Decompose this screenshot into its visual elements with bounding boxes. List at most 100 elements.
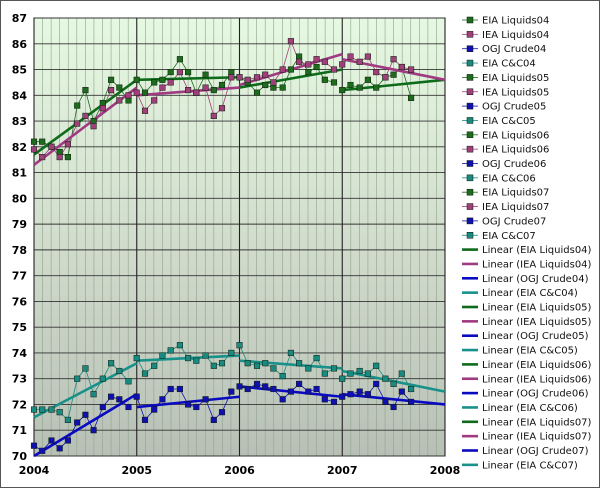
legend-swatch-marker — [466, 102, 474, 110]
legend-label: Linear (OGJ Crude07) — [482, 446, 589, 457]
marker-iea-liquids07 — [339, 61, 346, 68]
marker-iea-liquids06 — [305, 61, 312, 68]
marker-eia-liquids04 — [90, 118, 97, 125]
marker-ogj-crude07 — [398, 388, 405, 395]
marker-ogj-crude06 — [287, 388, 294, 395]
marker-iea-liquids04 — [125, 92, 132, 99]
marker-ogj-crude07 — [408, 398, 415, 405]
y-tick-label: 85 — [12, 64, 27, 77]
marker-eia-liquids07 — [347, 81, 354, 89]
marker-ogj-crude05 — [228, 388, 235, 395]
marker-eia-liquids05 — [159, 76, 166, 83]
legend-label: IEA Liquids07 — [482, 202, 549, 213]
marker-eia-cc06 — [313, 355, 320, 362]
marker-eia-cc04 — [74, 375, 81, 382]
marker-eia-cc07 — [356, 367, 363, 375]
marker-eia-liquids04 — [74, 102, 81, 109]
marker-iea-liquids04 — [39, 154, 46, 161]
marker-ogj-crude07 — [356, 388, 363, 395]
marker-iea-liquids05 — [193, 89, 200, 96]
marker-ogj-crude06 — [236, 383, 243, 390]
trendline-linear-ogj-crude04 — [33, 393, 138, 458]
marker-eia-liquids04 — [116, 84, 123, 91]
marker-eia-cc05 — [185, 355, 192, 362]
marker-eia-liquids05 — [228, 69, 235, 76]
marker-iea-liquids07 — [347, 53, 354, 60]
legend-swatch-marker — [466, 117, 474, 124]
marker-eia-cc07 — [382, 375, 389, 382]
marker-eia-cc04 — [64, 416, 71, 423]
marker-ogj-crude05 — [167, 385, 174, 393]
marker-ogj-crude06 — [321, 396, 328, 403]
marker-ogj-crude06 — [253, 380, 261, 387]
marker-ogj-crude04 — [99, 403, 106, 411]
marker-eia-liquids06 — [262, 81, 269, 89]
legend-swatch-marker — [466, 203, 474, 210]
marker-ogj-crude05 — [218, 409, 226, 416]
marker-ogj-crude06 — [262, 383, 269, 390]
marker-iea-liquids05 — [185, 87, 192, 94]
marker-ogj-crude05 — [151, 406, 158, 413]
trendline-linear-eia-cc06 — [239, 359, 343, 370]
legend-label: Linear (EIA Liquids05) — [482, 303, 592, 314]
marker-eia-cc05 — [210, 362, 217, 369]
marker-eia-cc06 — [253, 362, 261, 369]
legend-label: Linear (OGJ Crude04) — [482, 274, 589, 285]
marker-eia-liquids05 — [202, 71, 209, 78]
marker-ogj-crude04 — [48, 437, 55, 444]
marker-iea-liquids04 — [74, 120, 81, 127]
legend-label: EIA Liquids06 — [482, 130, 549, 141]
marker-iea-liquids07 — [364, 53, 371, 60]
marker-iea-liquids07 — [373, 69, 380, 76]
marker-iea-liquids04 — [82, 112, 89, 119]
marker-eia-liquids04 — [30, 138, 38, 145]
marker-iea-liquids06 — [330, 66, 338, 73]
y-tick-label: 76 — [12, 295, 28, 308]
marker-eia-cc04 — [125, 378, 132, 385]
marker-ogj-crude06 — [244, 385, 251, 393]
marker-eia-liquids04 — [125, 97, 132, 104]
marker-eia-cc06 — [244, 360, 251, 367]
marker-eia-liquids06 — [287, 66, 294, 73]
y-tick-label: 80 — [12, 192, 28, 205]
marker-eia-liquids05 — [176, 56, 183, 63]
legend-label: OGJ Crude07 — [482, 216, 546, 227]
marker-ogj-crude04 — [74, 419, 81, 426]
x-tick-label: 2005 — [121, 464, 152, 477]
marker-iea-liquids04 — [30, 146, 38, 153]
marker-eia-cc04 — [82, 365, 89, 372]
legend-swatch-marker — [466, 88, 474, 95]
y-tick-label: 72 — [12, 398, 27, 411]
y-tick-label: 86 — [12, 38, 28, 51]
marker-ogj-crude04 — [82, 411, 89, 418]
marker-ogj-crude05 — [159, 396, 166, 403]
x-tick-label: 2006 — [224, 464, 255, 477]
marker-ogj-crude05 — [193, 403, 200, 411]
marker-iea-liquids06 — [279, 66, 286, 73]
y-tick-label: 87 — [12, 12, 27, 25]
legend-label: Linear (EIA Liquids04) — [482, 245, 592, 256]
marker-eia-cc05 — [218, 360, 226, 367]
legend-label: Linear (IEA Liquids04) — [482, 259, 592, 270]
legend-swatch-marker — [466, 131, 474, 139]
marker-eia-liquids05 — [151, 79, 158, 86]
marker-iea-liquids04 — [48, 143, 55, 150]
marker-iea-liquids06 — [296, 58, 303, 65]
marker-eia-cc07 — [347, 370, 354, 377]
y-tick-label: 77 — [12, 270, 27, 283]
marker-eia-liquids07 — [373, 84, 380, 91]
marker-iea-liquids06 — [270, 79, 277, 86]
legend-label: Linear (EIA C&C06) — [482, 403, 578, 414]
marker-ogj-crude06 — [313, 385, 320, 393]
marker-eia-cc04 — [108, 360, 115, 367]
legend-swatch-marker — [466, 217, 474, 225]
marker-iea-liquids06 — [321, 58, 328, 65]
marker-eia-cc05 — [133, 355, 140, 362]
y-tick-label: 74 — [12, 347, 28, 360]
marker-iea-liquids05 — [151, 97, 158, 104]
marker-iea-liquids06 — [313, 56, 320, 63]
marker-eia-cc04 — [116, 367, 123, 375]
legend-swatch-marker — [466, 188, 474, 196]
marker-ogj-crude06 — [305, 388, 312, 395]
